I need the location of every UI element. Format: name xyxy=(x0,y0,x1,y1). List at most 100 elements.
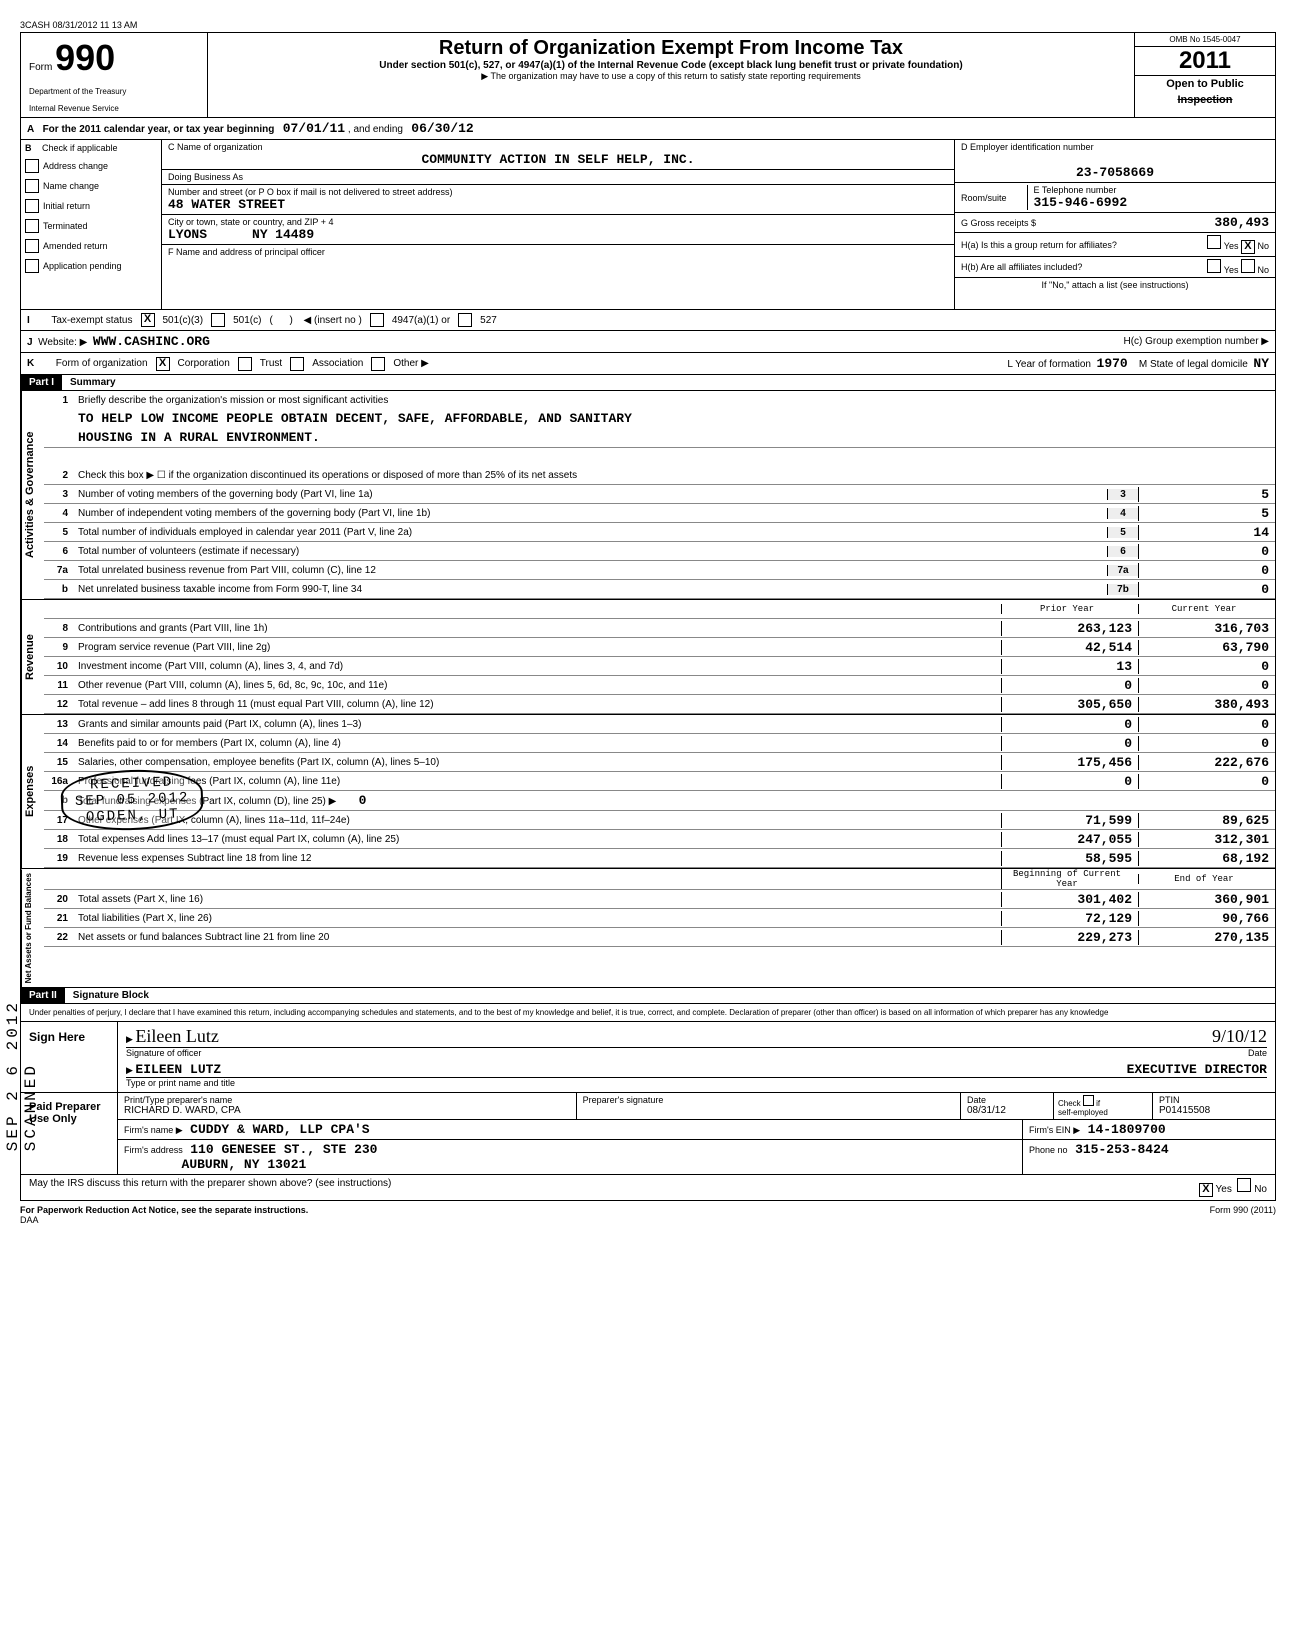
room-label: Room/suite xyxy=(961,193,1007,203)
l13c: 0 xyxy=(1138,717,1275,732)
discuss-yes[interactable]: X xyxy=(1199,1183,1213,1197)
footer-left: For Paperwork Reduction Act Notice, see … xyxy=(20,1205,308,1215)
prior-hdr: Prior Year xyxy=(1001,604,1138,614)
l7a: Total unrelated business revenue from Pa… xyxy=(74,563,1107,578)
prep-date-label: Date xyxy=(967,1095,986,1105)
chk-501c[interactable] xyxy=(211,313,225,327)
form-header: Form 990 Department of the Treasury Inte… xyxy=(20,32,1276,118)
l10p: 13 xyxy=(1001,659,1138,674)
form-note: ▶ The organization may have to use a cop… xyxy=(212,71,1130,82)
l9c: 63,790 xyxy=(1138,640,1275,655)
city-label: City or town, state or country, and ZIP … xyxy=(168,217,334,227)
l8c: 316,703 xyxy=(1138,621,1275,636)
officer-name: EILEEN LUTZ xyxy=(135,1062,221,1077)
hc-label: H(c) Group exemption number ▶ xyxy=(1123,336,1269,347)
form-number: 990 xyxy=(55,37,115,78)
l1-label: Briefly describe the organization's miss… xyxy=(74,393,1275,408)
l2: Check this box ▶ ☐ if the organization d… xyxy=(74,468,1275,483)
footer: For Paperwork Reduction Act Notice, see … xyxy=(20,1201,1276,1229)
ha-yes[interactable] xyxy=(1207,235,1221,249)
stamp-ogden: OGDEN, UT xyxy=(75,806,190,826)
form-label: Form xyxy=(29,62,52,73)
part1-exp: Expenses 13Grants and similar amounts pa… xyxy=(20,715,1276,869)
lbl-pending: Application pending xyxy=(43,261,122,271)
l13: Grants and similar amounts paid (Part IX… xyxy=(74,717,1001,732)
j-label: Website: ▶ xyxy=(38,337,87,348)
phone: 315-946-6992 xyxy=(1034,195,1128,210)
discuss-yes-lbl: Yes xyxy=(1216,1184,1232,1195)
sig-label: Signature of officer xyxy=(126,1048,201,1058)
row-a-mid: , and ending xyxy=(348,124,403,135)
chk-address[interactable] xyxy=(25,159,39,173)
chk-corp[interactable]: X xyxy=(156,357,170,371)
officer-title: EXECUTIVE DIRECTOR xyxy=(1127,1062,1267,1077)
l7av: 0 xyxy=(1138,563,1275,578)
l1-text1: TO HELP LOW INCOME PEOPLE OBTAIN DECENT,… xyxy=(74,409,1275,428)
chk-527[interactable] xyxy=(458,313,472,327)
l16bv: 0 xyxy=(359,793,367,808)
chk-initial[interactable] xyxy=(25,199,39,213)
lbl-terminated: Terminated xyxy=(43,221,88,231)
period-end: 06/30/12 xyxy=(411,121,473,136)
firm-name: CUDDY & WARD, LLP CPA'S xyxy=(190,1122,369,1137)
officer-sig: Eileen Lutz xyxy=(135,1026,218,1046)
date-label: Date xyxy=(1248,1048,1267,1058)
discuss: May the IRS discuss this return with the… xyxy=(29,1178,391,1197)
part1-ag: Activities & Governance 1Briefly describ… xyxy=(20,391,1276,600)
l16a: Professional fundraising fees (Part IX, … xyxy=(74,774,1001,789)
form-title: Return of Organization Exempt From Incom… xyxy=(212,37,1130,60)
chk-name[interactable] xyxy=(25,179,39,193)
l16ac: 0 xyxy=(1138,774,1275,789)
l22c: 270,135 xyxy=(1138,930,1275,945)
zip: 14489 xyxy=(275,227,314,242)
chk-terminated[interactable] xyxy=(25,219,39,233)
ein: 23-7058669 xyxy=(1076,165,1154,180)
l11p: 0 xyxy=(1001,678,1138,693)
l15p: 175,456 xyxy=(1001,755,1138,770)
discuss-no[interactable] xyxy=(1237,1178,1251,1192)
l21c: 90,766 xyxy=(1138,911,1275,926)
beg-hdr: Beginning of Current Year xyxy=(1001,869,1138,889)
firm-addr-label: Firm's address xyxy=(124,1145,183,1155)
l22p: 229,273 xyxy=(1001,930,1138,945)
state: NY xyxy=(252,227,268,242)
l5: Total number of individuals employed in … xyxy=(74,525,1107,540)
domicile: NY xyxy=(1253,356,1269,371)
g-label: G Gross receipts $ xyxy=(961,218,1036,228)
chk-pending[interactable] xyxy=(25,259,39,273)
chk-other[interactable] xyxy=(371,357,385,371)
footer-right: Form 990 (2011) xyxy=(1210,1205,1276,1225)
firm-addr2: AUBURN, NY 13021 xyxy=(182,1157,307,1172)
open2: Inspection xyxy=(1135,92,1275,108)
chk-self-emp[interactable] xyxy=(1083,1095,1094,1106)
l19p: 58,595 xyxy=(1001,851,1138,866)
l17p: 71,599 xyxy=(1001,813,1138,828)
l18c: 312,301 xyxy=(1138,832,1275,847)
dba-label: Doing Business As xyxy=(168,172,243,182)
part1-net: Net Assets or Fund Balances Beginning of… xyxy=(20,869,1276,988)
ha-no[interactable]: X xyxy=(1241,240,1255,254)
prep-sig-label: Preparer's signature xyxy=(583,1095,664,1105)
firm-addr1: 110 GENESEE ST., STE 230 xyxy=(190,1142,377,1157)
chk-4947[interactable] xyxy=(370,313,384,327)
hb-yes[interactable] xyxy=(1207,259,1221,273)
chk-trust[interactable] xyxy=(238,357,252,371)
d-label: D Employer identification number xyxy=(961,142,1094,152)
l6: Total number of volunteers (estimate if … xyxy=(74,544,1107,559)
l19: Revenue less expenses Subtract line 18 f… xyxy=(74,851,1001,866)
row-k: K Form of organization XCorporation Trus… xyxy=(20,353,1276,375)
chk-amended[interactable] xyxy=(25,239,39,253)
lbl-other: Other ▶ xyxy=(393,358,428,369)
chk-501c3[interactable]: X xyxy=(141,313,155,327)
chk-assoc[interactable] xyxy=(290,357,304,371)
l14p: 0 xyxy=(1001,736,1138,751)
l12p: 305,650 xyxy=(1001,697,1138,712)
self-emp: self-employed xyxy=(1058,1108,1108,1117)
vtab-ag: Activities & Governance xyxy=(21,391,44,599)
form-sub: Under section 501(c), 527, or 4947(a)(1)… xyxy=(212,60,1130,71)
hb-no[interactable] xyxy=(1241,259,1255,273)
i-label: Tax-exempt status xyxy=(51,315,132,326)
l14c: 0 xyxy=(1138,736,1275,751)
l9p: 42,514 xyxy=(1001,640,1138,655)
ha-no-lbl: No xyxy=(1257,241,1269,251)
